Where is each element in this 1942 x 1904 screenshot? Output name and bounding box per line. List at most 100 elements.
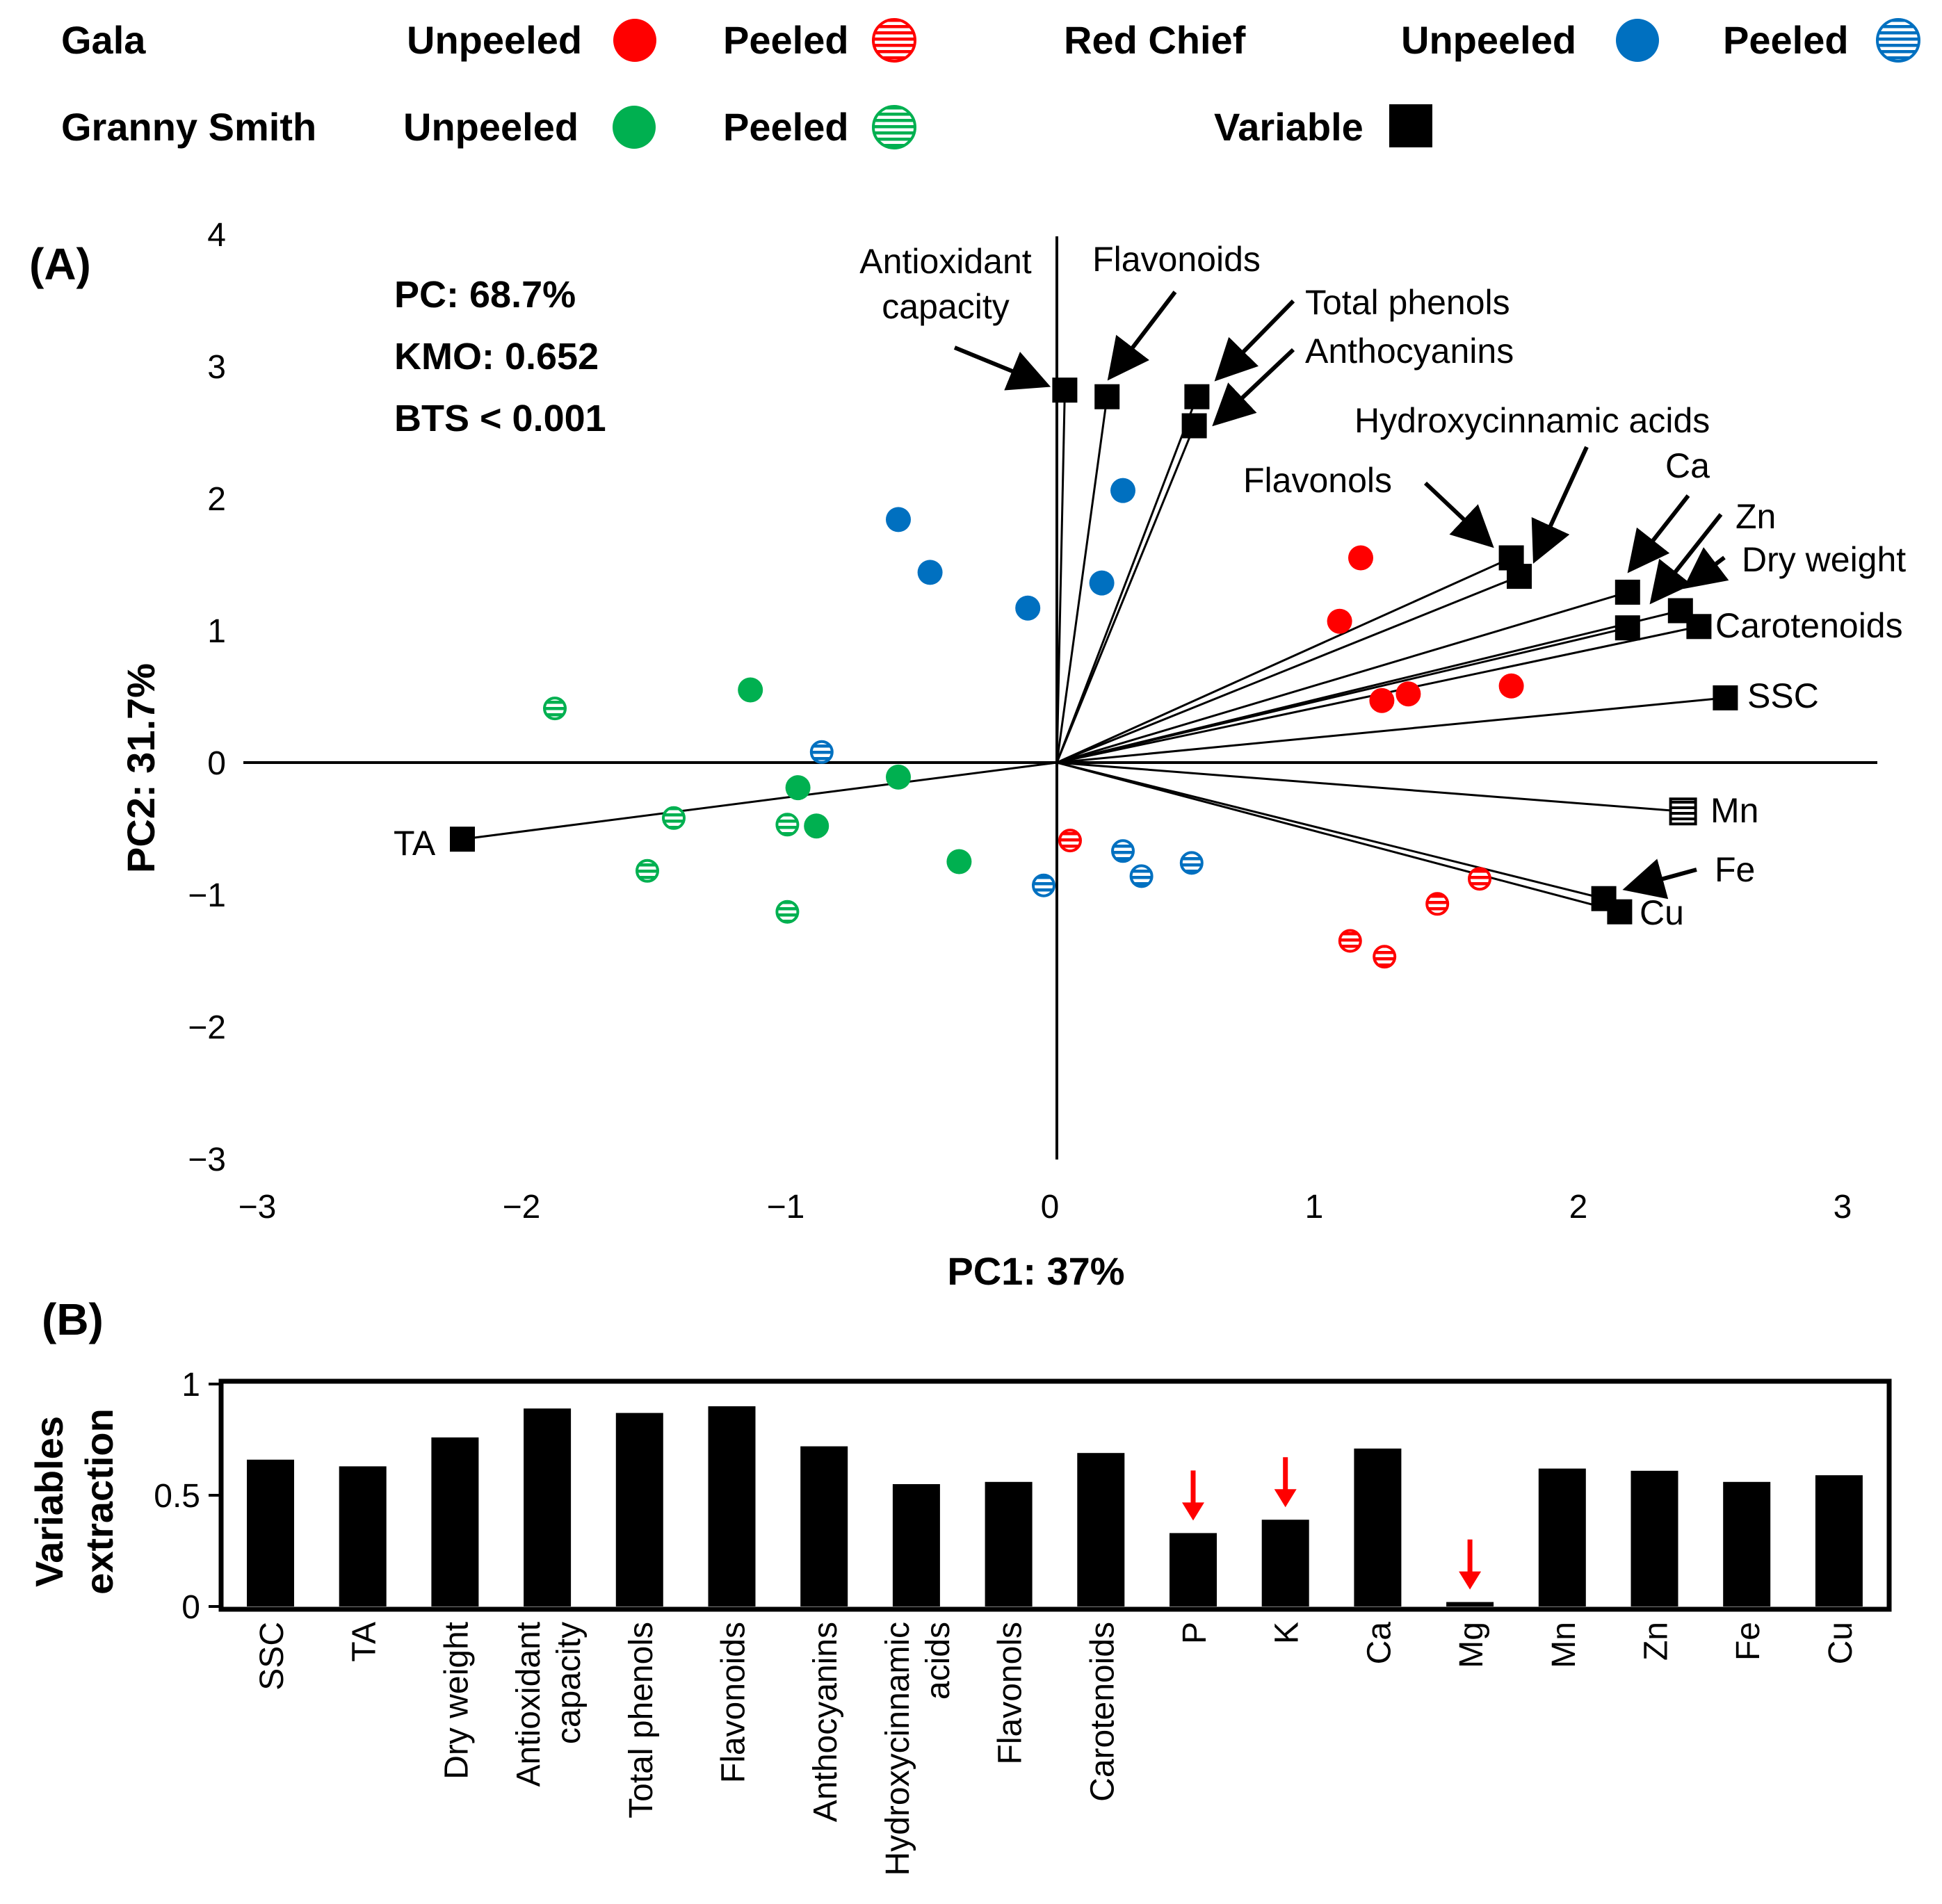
label-dry-weight: Dry weight [1742,540,1906,579]
legend-redchief-unpeeled-marker [1616,19,1659,62]
loading-vector-cu [1056,761,1620,913]
loading-vector-flavonoids [1055,396,1108,763]
sample-point-red-chief-peeled [1179,851,1204,875]
legend-variable-marker [1389,104,1432,147]
variable-marker-carotenoids [1686,614,1712,640]
y-tick-label: 3 [207,349,226,386]
stat-pc: PC: 68.7% [394,274,576,316]
loading-vector-ssc [1056,697,1726,764]
label-ssc: SSC [1747,676,1819,715]
variable-marker-total-phenols [1184,384,1210,409]
sample-point-gala-unpeeled [1498,673,1524,699]
sample-point-gala-peeled [1425,892,1450,916]
panel-b-bar-chart: (B) Variables extraction 10.50 SSC TA Dry … [27,1294,1892,1875]
highlight-arrow-head-p [1182,1502,1204,1521]
legend-redchief-peeled-label: Peeled [1723,18,1849,62]
sample-point-red-chief-peeled [1129,864,1154,888]
highlight-arrow-head-mg [1459,1571,1482,1590]
bar-category-label-antioxidant-capacity: Antioxidant [510,1622,547,1787]
bar-zn [1631,1470,1678,1606]
legend-gala-peeled-marker [872,18,916,63]
bar-y-label-line1: Variables [27,1416,71,1587]
sample-point-granny-smith-unpeeled [804,813,830,839]
bar-p [1170,1533,1217,1606]
sample-point-red-chief-peeled [1032,873,1055,897]
sample-point-gala-peeled [1058,829,1082,853]
bar-category-label-ssc: SSC [254,1622,291,1691]
y-tick-label: −2 [188,1009,226,1046]
label-hydroxycinnamic: Hydroxycinnamic acids [1354,401,1710,440]
bar-hydroxycinnamic-acids [892,1484,940,1606]
bar-flavonoids [708,1406,756,1606]
sample-point-red-chief-unpeeled [1089,570,1115,596]
bar-mn [1538,1468,1586,1606]
bar-y-tick-label: 1 [181,1367,200,1403]
x-tick-label: −3 [238,1189,277,1226]
sample-point-gala-unpeeled [1369,687,1395,713]
loading-vector-hydroxycinnamic-acids [1056,575,1520,764]
label-cu: Cu [1640,893,1684,932]
variable-marker-ca [1615,579,1640,605]
sample-points [543,478,1524,969]
x-tick-label: −1 [767,1189,805,1226]
sample-point-red-chief-peeled [809,740,834,764]
loading-vector-total-phenols [1055,396,1198,763]
bar-category-label-p: P [1176,1622,1213,1644]
bar-y-label-line2: extraction [77,1408,121,1595]
bar-category-label-zn: Zn [1638,1622,1675,1661]
legend-gala-label: Gala [61,18,146,62]
sample-point-granny-smith-unpeeled [738,677,763,703]
x-axis-label: PC1: 37% [947,1249,1124,1293]
label-antioxidant-line2: capacity [882,287,1009,326]
bar-y-tick-label: 0 [181,1589,200,1626]
variable-marker-hydroxycinnamic-acids [1507,564,1532,589]
stat-kmo: KMO: 0.652 [394,336,599,377]
label-flavonols: Flavonols [1243,461,1392,500]
sample-point-red-chief-unpeeled [1110,478,1135,503]
bar-y-tick-label: 0.5 [154,1478,200,1515]
legend-redchief-unpeeled-label: Unpeeled [1401,18,1576,62]
sample-point-granny-smith-peeled [662,806,686,830]
sample-point-granny-smith-unpeeled [946,849,972,874]
bar-category-label-flavonoids: Flavonoids [715,1622,752,1783]
bar-y-tick-labels: 10.50 [154,1367,221,1626]
legend-granny-unpeeled-marker [613,106,656,149]
highlight-arrow-head-k [1274,1489,1297,1508]
loading-vector-flavonols [1056,557,1512,764]
sample-point-red-chief-peeled [1111,839,1135,863]
arrow-total-phenols [1214,299,1295,382]
legend-gala-peeled-label: Peeled [723,18,849,62]
sample-point-gala-unpeeled [1327,608,1352,634]
loading-vector-fe [1056,761,1604,900]
sample-point-gala-peeled [1468,867,1491,891]
label-carotenoids: Carotenoids [1715,606,1903,645]
bar-anthocyanins [800,1446,848,1606]
bar-category-label-antioxidant-capacity: capacity [551,1622,588,1744]
sample-point-gala-unpeeled [1395,681,1421,707]
sample-point-granny-smith-peeled [775,900,800,924]
bar-category-label-carotenoids: Carotenoids [1084,1622,1121,1802]
arrow-hydroxycinnamic [1531,446,1589,564]
x-tick-label: 3 [1834,1189,1852,1226]
variable-labels: Antioxidant capacity Flavonoids Total ph… [394,240,1906,932]
x-tick-label: 2 [1569,1189,1588,1226]
sample-point-red-chief-unpeeled [886,507,911,532]
bar-k [1261,1520,1309,1606]
sample-point-red-chief-unpeeled [917,560,943,585]
y-tick-labels: 4 3 2 1 0 −1 −2 −3 [188,217,226,1178]
bar-flavonols [985,1481,1033,1606]
y-tick-label: 0 [207,745,226,782]
panel-a-label: (A) [29,239,91,289]
y-tick-label: 2 [207,481,226,518]
bars [247,1406,1863,1606]
bar-total-phenols [615,1413,663,1606]
arrow-fe [1622,859,1697,900]
variable-marker-antioxidant-capacity [1052,377,1078,403]
label-zn: Zn [1735,497,1776,536]
sample-point-red-chief-unpeeled [1015,595,1041,621]
variable-markers [450,377,1738,925]
bar-category-label-dry-weight: Dry weight [438,1622,475,1780]
x-tick-label: 1 [1305,1189,1324,1226]
loading-vectors [462,390,1726,913]
